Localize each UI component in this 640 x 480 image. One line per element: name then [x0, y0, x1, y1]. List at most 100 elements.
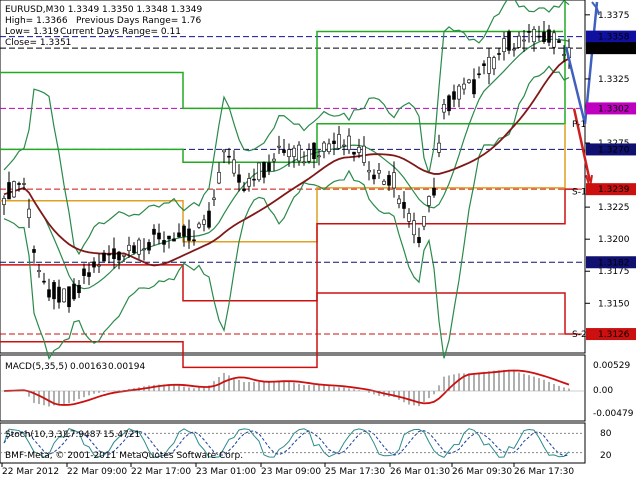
candle-body[interactable]: [102, 252, 106, 262]
candle-body[interactable]: [172, 238, 176, 242]
candle-body[interactable]: [432, 187, 436, 196]
candle-body[interactable]: [247, 178, 251, 187]
candle-body[interactable]: [472, 79, 476, 95]
candle-body[interactable]: [337, 134, 341, 149]
candle-body[interactable]: [322, 142, 326, 152]
candle-body[interactable]: [542, 31, 546, 42]
candle-body[interactable]: [87, 272, 91, 277]
candle-body[interactable]: [137, 239, 141, 255]
candle-body[interactable]: [62, 288, 66, 303]
candle-body[interactable]: [342, 144, 346, 147]
candle-body[interactable]: [452, 91, 456, 100]
candle-body[interactable]: [127, 244, 131, 251]
candle-body[interactable]: [287, 149, 291, 157]
candle-body[interactable]: [417, 237, 421, 243]
candle-body[interactable]: [7, 182, 11, 200]
candle-body[interactable]: [192, 239, 196, 242]
candle-body[interactable]: [277, 145, 281, 148]
candle-body[interactable]: [507, 31, 511, 51]
candle-body[interactable]: [487, 56, 491, 74]
candle-body[interactable]: [42, 280, 46, 283]
candle-body[interactable]: [47, 289, 51, 298]
candle-body[interactable]: [157, 232, 161, 240]
candle-body[interactable]: [22, 183, 26, 185]
candle-body[interactable]: [437, 142, 441, 153]
candle-body[interactable]: [517, 35, 521, 48]
candle-body[interactable]: [522, 39, 526, 42]
candle-body[interactable]: [37, 270, 41, 272]
candle-body[interactable]: [77, 284, 81, 294]
candlesticks[interactable]: [2, 20, 571, 313]
candle-body[interactable]: [462, 83, 466, 90]
candle-body[interactable]: [492, 57, 496, 70]
candle-body[interactable]: [312, 142, 316, 160]
candle-body[interactable]: [547, 29, 551, 43]
candle-body[interactable]: [442, 104, 446, 113]
candle-body[interactable]: [527, 31, 531, 33]
candle-body[interactable]: [17, 183, 21, 185]
candle-body[interactable]: [227, 155, 231, 158]
candle-body[interactable]: [297, 144, 301, 162]
candle-body[interactable]: [212, 197, 216, 200]
candle-body[interactable]: [397, 198, 401, 204]
candle-body[interactable]: [267, 162, 271, 172]
candle-body[interactable]: [147, 242, 151, 251]
candle-body[interactable]: [367, 170, 371, 173]
candle-body[interactable]: [132, 245, 136, 253]
candle-body[interactable]: [482, 63, 486, 66]
candle-body[interactable]: [532, 29, 536, 43]
candle-body[interactable]: [162, 240, 166, 245]
candle-body[interactable]: [272, 158, 276, 162]
candle-body[interactable]: [407, 213, 411, 222]
candle-body[interactable]: [552, 32, 556, 48]
candle-body[interactable]: [27, 208, 31, 218]
candle-body[interactable]: [177, 232, 181, 238]
candle-body[interactable]: [372, 174, 376, 180]
candle-body[interactable]: [282, 149, 286, 153]
candle-body[interactable]: [357, 146, 361, 153]
candle-body[interactable]: [142, 248, 146, 251]
candle-body[interactable]: [257, 162, 261, 181]
candle-body[interactable]: [457, 85, 461, 100]
candle-body[interactable]: [317, 155, 321, 158]
candle-body[interactable]: [477, 73, 481, 76]
candle-body[interactable]: [217, 172, 221, 184]
candle-body[interactable]: [447, 95, 451, 112]
candle-body[interactable]: [557, 40, 561, 43]
candle-body[interactable]: [422, 216, 426, 227]
candle-body[interactable]: [302, 161, 306, 164]
candle-body[interactable]: [387, 175, 391, 186]
candle-body[interactable]: [402, 202, 406, 209]
candle-body[interactable]: [262, 161, 266, 178]
candle-body[interactable]: [67, 286, 71, 308]
candle-body[interactable]: [117, 251, 121, 261]
candle-body[interactable]: [122, 254, 126, 257]
candle-body[interactable]: [187, 228, 191, 241]
candle-body[interactable]: [352, 151, 356, 155]
candle-body[interactable]: [52, 282, 56, 300]
candle-body[interactable]: [112, 248, 116, 260]
candle-body[interactable]: [307, 149, 311, 162]
candle-body[interactable]: [92, 261, 96, 268]
candle-body[interactable]: [152, 228, 156, 235]
candle-body[interactable]: [467, 79, 471, 83]
candle-body[interactable]: [427, 196, 431, 206]
candle-body[interactable]: [222, 149, 226, 153]
candle-body[interactable]: [502, 38, 506, 53]
candle-body[interactable]: [207, 210, 211, 228]
candle-body[interactable]: [412, 220, 416, 236]
candle-body[interactable]: [232, 159, 236, 174]
candle-body[interactable]: [197, 223, 201, 228]
candle-body[interactable]: [57, 286, 61, 303]
candle-body[interactable]: [107, 253, 111, 256]
candle-body[interactable]: [2, 198, 6, 205]
candle-body[interactable]: [72, 283, 76, 300]
candle-body[interactable]: [382, 180, 386, 185]
candle-body[interactable]: [562, 54, 566, 56]
candle-body[interactable]: [82, 268, 86, 276]
candle-body[interactable]: [242, 188, 246, 191]
candle-body[interactable]: [182, 225, 186, 237]
candle-body[interactable]: [32, 249, 36, 253]
candle-body[interactable]: [292, 147, 296, 157]
